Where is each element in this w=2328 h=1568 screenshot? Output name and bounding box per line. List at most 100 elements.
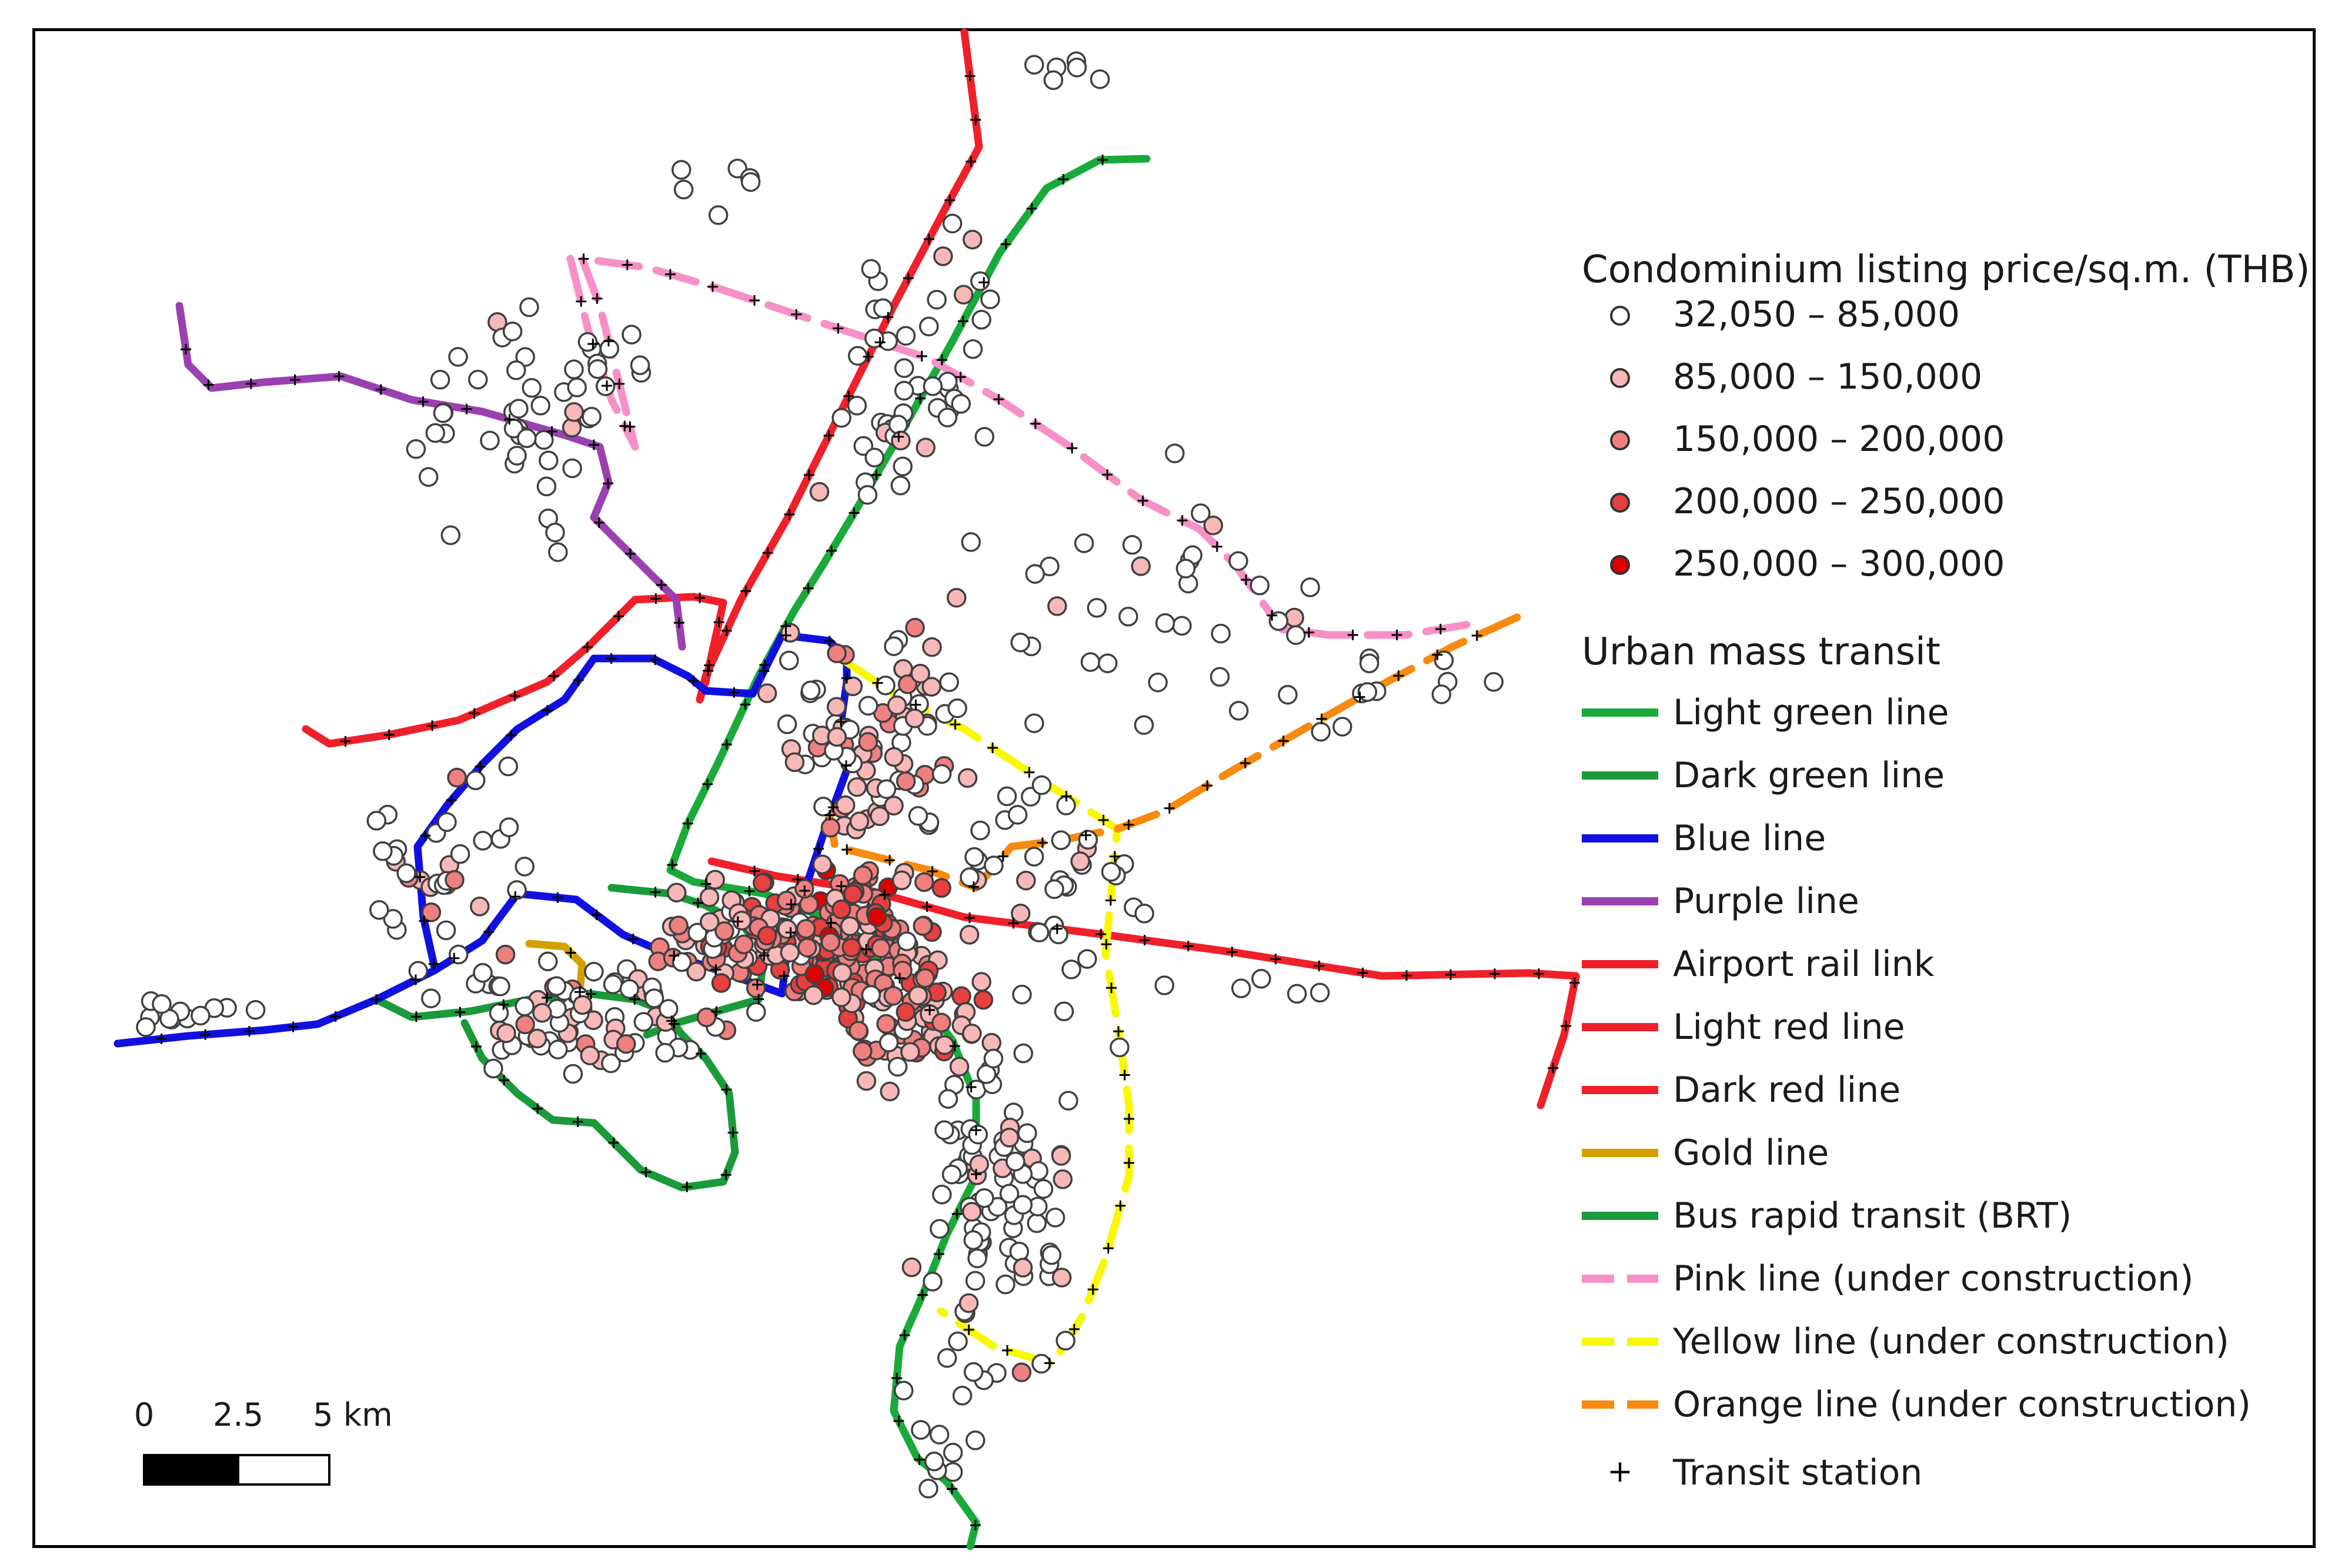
condominium-point bbox=[1134, 715, 1154, 735]
transit-station-marker bbox=[578, 253, 589, 265]
transit-station-marker bbox=[1095, 929, 1107, 940]
condominium-point bbox=[974, 427, 994, 447]
transit-station-marker bbox=[622, 259, 633, 270]
condominium-point bbox=[908, 806, 928, 826]
condominium-point bbox=[969, 1154, 989, 1174]
transit-station-marker bbox=[624, 421, 636, 432]
condominium-point bbox=[1131, 556, 1151, 576]
condominium-point bbox=[1016, 870, 1036, 891]
legend-station-symbol: + bbox=[1607, 1454, 1633, 1489]
transit-station-marker bbox=[786, 899, 797, 910]
condominium-point bbox=[421, 902, 442, 922]
transit-station-marker bbox=[1393, 670, 1404, 681]
transit-station-marker bbox=[656, 579, 667, 590]
transit-station-marker bbox=[917, 1289, 928, 1300]
transit-lines bbox=[113, 28, 1580, 1550]
transit-station-marker bbox=[1267, 610, 1278, 621]
transit-station-marker bbox=[883, 312, 894, 323]
condominium-point bbox=[934, 1035, 955, 1055]
transit-station-marker bbox=[823, 430, 834, 441]
condominium-point bbox=[1172, 616, 1192, 636]
condominium-point bbox=[1311, 721, 1331, 742]
transit-station-marker bbox=[779, 971, 790, 981]
transit-station-marker bbox=[791, 309, 802, 320]
transit-station-marker bbox=[950, 719, 961, 730]
scale-bar-white-segment bbox=[237, 1454, 330, 1486]
transit-station-marker bbox=[921, 901, 933, 912]
condominium-point bbox=[1148, 672, 1168, 693]
condominium-point bbox=[509, 399, 529, 419]
transit-station-marker bbox=[629, 994, 640, 1005]
condominium-point bbox=[933, 246, 953, 266]
condominium-point bbox=[1024, 847, 1044, 867]
condominium-point bbox=[924, 1452, 944, 1472]
transit-station-marker bbox=[542, 705, 553, 716]
transit-station-marker bbox=[828, 802, 839, 813]
condominium-point bbox=[495, 944, 516, 965]
transit-station-marker bbox=[340, 735, 351, 747]
transit-station-marker bbox=[1561, 1021, 1571, 1032]
condominium-point bbox=[1025, 564, 1045, 584]
transit-station-marker bbox=[593, 517, 604, 528]
transit-station-marker bbox=[532, 1103, 543, 1114]
condominium-point bbox=[887, 695, 907, 716]
legend-price-label: 200,000 – 250,000 bbox=[1673, 481, 2005, 522]
transit-station-marker bbox=[1008, 918, 1019, 929]
condominium-point bbox=[826, 697, 847, 717]
transit-station-marker bbox=[582, 642, 593, 653]
condominium-point bbox=[1434, 650, 1454, 670]
condominium-point bbox=[740, 172, 761, 192]
condominium-point bbox=[971, 310, 991, 330]
condominium-point bbox=[967, 1248, 987, 1269]
transit-station-marker bbox=[673, 617, 684, 628]
condominium-point bbox=[1284, 607, 1304, 628]
condominium-point bbox=[1013, 1258, 1033, 1278]
condominium-point bbox=[545, 522, 565, 543]
condominium-point bbox=[942, 213, 963, 233]
transit-station-marker bbox=[951, 1208, 963, 1219]
condominium-point bbox=[1357, 682, 1378, 702]
transit-station-marker bbox=[410, 974, 421, 985]
transit-station-marker bbox=[1102, 469, 1113, 480]
condominium-point bbox=[1017, 1123, 1037, 1144]
condominium-point bbox=[672, 952, 692, 972]
transit-station-marker bbox=[603, 478, 613, 489]
condominium-point bbox=[673, 179, 694, 200]
condominium-point bbox=[245, 999, 266, 1020]
condominium-point bbox=[1110, 1037, 1130, 1058]
transit-station-marker bbox=[1105, 895, 1116, 906]
condominium-point bbox=[564, 402, 584, 422]
condominium-point bbox=[887, 1057, 908, 1077]
condominium-point bbox=[1011, 1362, 1032, 1382]
condominium-point bbox=[1155, 613, 1175, 633]
transit-station-marker bbox=[587, 339, 599, 349]
condominium-point bbox=[671, 160, 692, 180]
transit-station-marker bbox=[1278, 735, 1289, 747]
condominium-point bbox=[896, 1002, 916, 1022]
condominium-point bbox=[659, 999, 679, 1019]
transit-station-marker bbox=[667, 860, 678, 870]
condominium-point bbox=[136, 1017, 156, 1037]
transit-station-marker bbox=[1314, 960, 1325, 971]
condominium-point bbox=[776, 891, 797, 911]
condominium-point bbox=[856, 1071, 877, 1091]
condominium-point bbox=[421, 988, 441, 1008]
condominium-point bbox=[506, 360, 526, 380]
transit-station-marker bbox=[669, 950, 680, 961]
condominium-point bbox=[1010, 903, 1031, 924]
legend-price-swatch bbox=[1610, 306, 1630, 326]
transit-station-marker bbox=[1240, 758, 1251, 768]
condominium-point bbox=[999, 1128, 1020, 1148]
condominium-point bbox=[373, 841, 393, 861]
condominium-point bbox=[1300, 577, 1320, 597]
condominium-point bbox=[1031, 775, 1052, 795]
condominium-point bbox=[1191, 503, 1211, 523]
transit-station-marker bbox=[370, 994, 382, 1005]
condominium-point bbox=[930, 1219, 950, 1239]
transit-station-marker bbox=[506, 730, 517, 741]
transit-station-marker bbox=[1533, 968, 1544, 979]
transit-station-marker bbox=[916, 350, 927, 362]
legend-price-swatch bbox=[1610, 493, 1630, 513]
condominium-point bbox=[450, 844, 470, 864]
transit-station-marker bbox=[749, 865, 760, 877]
